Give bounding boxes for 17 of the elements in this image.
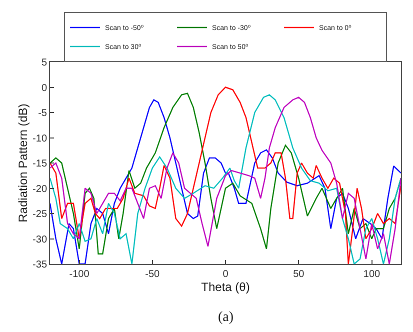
y-tick-label: -30 [32, 234, 48, 246]
y-tick-label: 0 [41, 82, 48, 94]
y-tick-label: -15 [32, 158, 48, 170]
x-tick-label: 100 [363, 269, 381, 280]
x-axis-title: Theta (θ) [201, 280, 250, 294]
x-tick-label: 0 [222, 269, 229, 280]
y-tick-label: 5 [41, 58, 48, 68]
y-tick-label: -20 [32, 184, 48, 195]
y-tick-label: -10 [32, 133, 48, 144]
y-tick-label: -5 [38, 108, 48, 119]
x-tick-label: -100 [69, 269, 90, 280]
x-tick-label: 50 [293, 269, 305, 280]
y-tick-label: -25 [32, 209, 48, 220]
y-tick-label: -35 [32, 260, 48, 270]
x-tick-label: -50 [145, 269, 160, 280]
text: (a) [218, 310, 234, 325]
y-axis-title: Radiation Pattern (dB) [16, 104, 30, 222]
